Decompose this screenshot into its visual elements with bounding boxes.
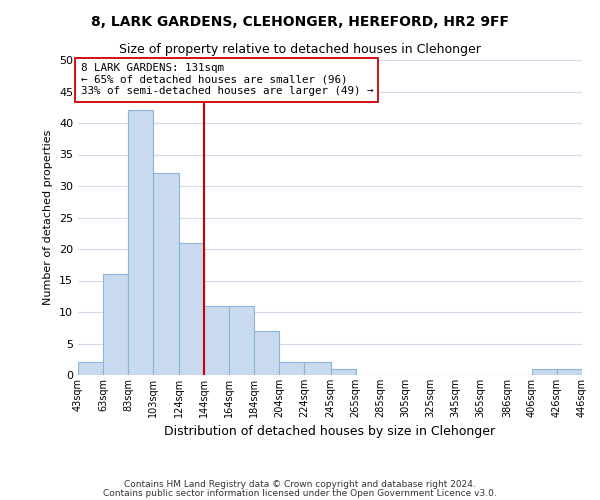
Bar <box>557 368 582 375</box>
Text: Contains HM Land Registry data © Crown copyright and database right 2024.: Contains HM Land Registry data © Crown c… <box>124 480 476 489</box>
Bar <box>532 368 557 375</box>
Bar <box>229 306 254 375</box>
Text: 8 LARK GARDENS: 131sqm
← 65% of detached houses are smaller (96)
33% of semi-det: 8 LARK GARDENS: 131sqm ← 65% of detached… <box>80 63 373 96</box>
Bar <box>304 362 331 375</box>
Text: 8, LARK GARDENS, CLEHONGER, HEREFORD, HR2 9FF: 8, LARK GARDENS, CLEHONGER, HEREFORD, HR… <box>91 15 509 29</box>
Bar <box>78 362 103 375</box>
Bar <box>331 368 356 375</box>
Bar <box>103 274 128 375</box>
Text: Size of property relative to detached houses in Clehonger: Size of property relative to detached ho… <box>119 42 481 56</box>
Bar <box>153 174 179 375</box>
Text: Contains public sector information licensed under the Open Government Licence v3: Contains public sector information licen… <box>103 490 497 498</box>
Bar <box>205 306 229 375</box>
Bar <box>128 110 153 375</box>
Bar <box>280 362 304 375</box>
Bar <box>254 331 280 375</box>
Bar <box>179 242 205 375</box>
X-axis label: Distribution of detached houses by size in Clehonger: Distribution of detached houses by size … <box>164 426 496 438</box>
Y-axis label: Number of detached properties: Number of detached properties <box>43 130 53 305</box>
